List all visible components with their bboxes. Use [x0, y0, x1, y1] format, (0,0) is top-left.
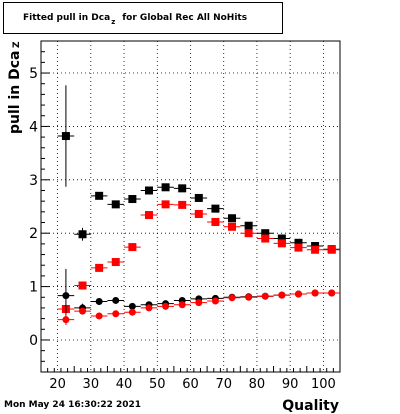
data-point: [261, 292, 269, 300]
data-point: [95, 312, 103, 320]
chart-title-suffix: for Global Rec All NoHits: [122, 13, 248, 23]
data-point: [228, 214, 237, 223]
data-point: [112, 310, 120, 318]
y-tick-label: 1: [29, 280, 38, 296]
data-point: [144, 186, 153, 195]
data-point: [294, 290, 302, 298]
x-tick-label: 30: [83, 377, 100, 392]
chart-title-prefix: Fitted pull in Dca: [23, 13, 111, 23]
chart-title: Fitted pull in Dcaz for Global Rec All No…: [23, 13, 248, 26]
plot-frame: [40, 40, 341, 373]
data-point: [145, 304, 153, 312]
data-point: [245, 293, 253, 301]
y-tick-label: 2: [29, 226, 38, 242]
data-point: [277, 234, 286, 243]
x-tick-label: 70: [215, 377, 232, 392]
data-point: [228, 222, 237, 231]
data-point: [95, 298, 103, 306]
data-point: [62, 316, 70, 324]
data-point: [78, 230, 87, 239]
data-point: [261, 234, 270, 243]
data-point: [111, 200, 120, 209]
data-point: [294, 238, 303, 247]
data-point: [328, 289, 336, 297]
data-point: [278, 291, 286, 299]
data-point: [62, 292, 70, 300]
chart-title-subscript: z: [111, 18, 116, 26]
series-1: [57, 85, 340, 254]
data-point: [211, 217, 220, 226]
data-point: [61, 132, 70, 141]
x-tick-label: 50: [149, 377, 166, 392]
x-tick-label: 80: [249, 377, 266, 392]
y-axis-label-subscript: Z: [12, 41, 22, 48]
data-point: [277, 239, 286, 248]
data-point: [79, 307, 87, 315]
x-tick-label: 40: [116, 377, 133, 392]
data-point: [161, 183, 170, 192]
data-point: [211, 204, 220, 213]
data-point: [194, 193, 203, 202]
chart-title-box: Fitted pull in Dcaz for Global Rec All No…: [3, 2, 283, 34]
y-tick-label: 5: [29, 66, 38, 82]
data-point: [161, 200, 170, 209]
data-point: [144, 211, 153, 220]
data-point: [112, 296, 120, 304]
data-point: [244, 221, 253, 230]
data-point: [111, 258, 120, 267]
data-point: [261, 229, 270, 238]
data-point: [95, 263, 104, 272]
data-point: [194, 209, 203, 218]
data-point: [228, 294, 236, 302]
data-point: [178, 184, 187, 193]
data-point: [128, 195, 137, 204]
data-point: [128, 243, 137, 252]
data-point: [128, 308, 136, 316]
y-tick-label: 3: [29, 173, 38, 189]
data-point: [294, 243, 303, 252]
data-point: [78, 281, 87, 290]
data-point: [178, 200, 187, 209]
x-tick-label: 100: [311, 377, 336, 392]
data-point: [311, 289, 319, 297]
x-tick-label: 20: [49, 377, 66, 392]
data-point: [211, 297, 219, 305]
data-point: [128, 302, 136, 310]
data-point: [195, 299, 203, 307]
x-axis-label: Quality: [282, 398, 339, 414]
footer-timestamp: Mon May 24 16:30:22 2021: [4, 400, 142, 410]
y-tick-label: 0: [29, 333, 38, 349]
x-tick-label: 60: [182, 377, 199, 392]
y-axis-label: pull in Dca: [7, 51, 23, 134]
data-point: [178, 301, 186, 309]
data-point: [162, 302, 170, 310]
axes-layer: 20 30 40 50 60 70 80 90 100 0 1 2 3 4 5: [29, 40, 341, 392]
series-4: [57, 289, 340, 326]
y-tick-label: 4: [29, 119, 38, 135]
data-point: [95, 191, 104, 200]
data-point: [244, 229, 253, 238]
data-point: [327, 245, 336, 254]
grid-layer: [41, 41, 340, 372]
data-point: [311, 245, 320, 254]
x-tick-label: 90: [282, 377, 299, 392]
data-layer: [57, 85, 340, 326]
